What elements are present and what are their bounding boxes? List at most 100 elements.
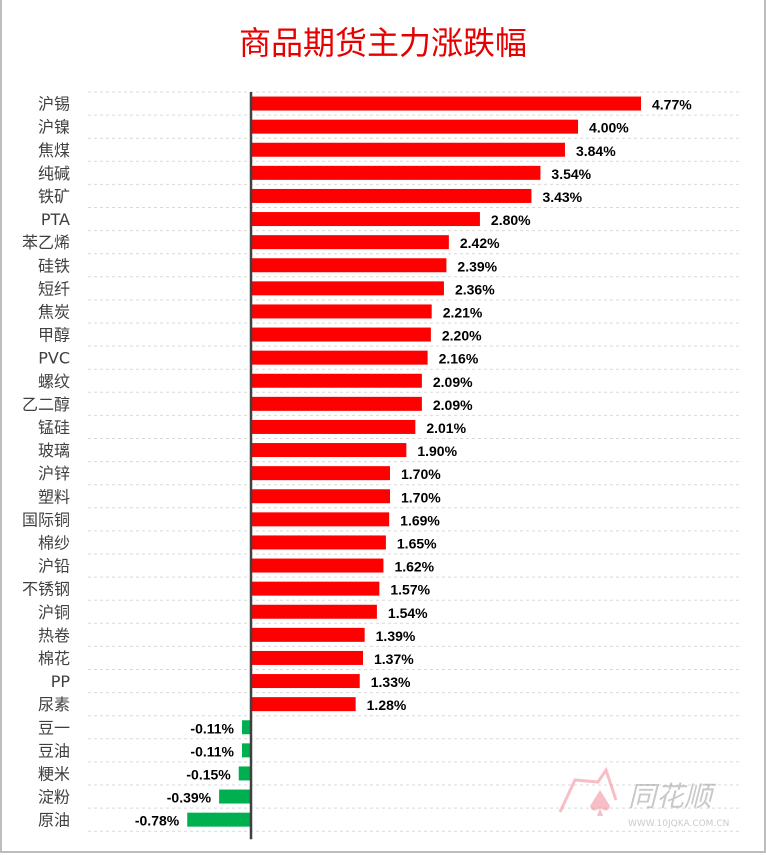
bar	[238, 766, 251, 781]
bar	[251, 558, 384, 573]
category-label: 尿素	[38, 695, 70, 714]
data-label: 3.54%	[551, 166, 591, 182]
category-label: 焦炭	[38, 302, 70, 321]
data-label: 4.00%	[589, 120, 629, 136]
watermark-url: WWW.10JQKA.COM.CN	[628, 819, 729, 829]
data-label: 2.36%	[455, 281, 495, 297]
category-label: 不锈钢	[22, 580, 70, 599]
category-label: 乙二醇	[22, 395, 70, 414]
bar	[242, 743, 251, 758]
bar	[251, 581, 380, 596]
bar	[251, 96, 641, 111]
data-label: 1.70%	[401, 466, 441, 482]
chart-title: 商品期货主力涨跌幅	[238, 24, 527, 62]
data-label: 1.90%	[417, 443, 457, 459]
data-label: -0.39%	[167, 790, 212, 806]
bar	[251, 396, 422, 411]
bar	[187, 812, 251, 827]
bar	[251, 281, 444, 296]
category-label: 沪锌	[38, 464, 70, 483]
category-label: 豆一	[38, 718, 70, 737]
data-label: -0.15%	[186, 766, 231, 782]
category-label: 焦煤	[38, 141, 70, 160]
bar	[251, 489, 390, 504]
watermark: 同花顺 WWW.10JQKA.COM.CN	[558, 766, 729, 829]
category-label: 沪铜	[38, 603, 70, 622]
category-label: 玻璃	[38, 441, 70, 460]
watermark-brand: 同花顺	[628, 780, 717, 813]
watermark-spade-icon	[590, 790, 610, 816]
bar	[219, 789, 251, 804]
category-label: 淀粉	[38, 788, 70, 807]
data-label: 1.54%	[388, 605, 428, 621]
category-label: 苯乙烯	[22, 233, 70, 252]
category-label: 豆油	[38, 741, 70, 760]
category-label: 国际铜	[22, 510, 70, 529]
data-label: 3.43%	[542, 189, 582, 205]
category-label: 棉纱	[38, 533, 70, 552]
category-label: 原油	[38, 811, 70, 830]
data-label: 1.28%	[367, 697, 407, 713]
data-label: -0.11%	[190, 720, 234, 736]
data-label: -0.78%	[135, 813, 180, 829]
bar	[251, 674, 360, 689]
data-label: 2.42%	[460, 235, 500, 251]
bar	[251, 697, 356, 712]
bar	[251, 212, 480, 227]
data-label: 1.57%	[390, 582, 430, 598]
bar	[251, 535, 386, 550]
category-label: 棉花	[38, 649, 70, 668]
data-label: 1.62%	[394, 559, 434, 575]
category-label: 沪铅	[38, 557, 70, 576]
category-label: 锰硅	[38, 418, 70, 437]
bar	[251, 142, 565, 157]
data-label: 2.21%	[443, 304, 483, 320]
bar	[251, 165, 541, 180]
bar	[251, 512, 390, 527]
data-label: 1.70%	[401, 489, 441, 505]
bar	[251, 419, 416, 434]
bar	[251, 604, 377, 619]
data-label: 2.09%	[433, 397, 473, 413]
bar	[251, 443, 407, 458]
data-label: 4.77%	[652, 97, 692, 113]
data-label: -0.11%	[190, 743, 234, 759]
category-label: 纯碱	[38, 164, 70, 183]
watermark-cards-icon	[558, 766, 618, 813]
data-label: 2.80%	[491, 212, 531, 228]
bar	[251, 304, 432, 319]
bar	[251, 258, 447, 273]
category-label: 硅铁	[38, 256, 70, 275]
category-label: PTA	[41, 210, 70, 229]
data-label: 3.84%	[576, 143, 616, 159]
data-label: 2.20%	[442, 328, 482, 344]
bar	[251, 119, 579, 134]
category-label: 短纤	[38, 279, 70, 298]
data-label: 1.69%	[400, 512, 440, 528]
category-label: 铁矿	[38, 187, 70, 206]
category-label: PVC	[38, 349, 70, 368]
data-label: 2.16%	[439, 351, 479, 367]
bar	[251, 627, 365, 642]
category-label: 粳米	[38, 764, 70, 783]
data-label: 2.09%	[433, 374, 473, 390]
data-label: 1.33%	[371, 674, 411, 690]
category-label: 沪镍	[38, 118, 70, 137]
bar	[251, 235, 449, 250]
category-label: 螺纹	[38, 372, 70, 391]
bar	[242, 720, 251, 735]
bar	[251, 466, 390, 481]
category-label: 塑料	[38, 487, 70, 506]
data-label: 1.37%	[374, 651, 414, 667]
bar	[251, 188, 532, 203]
data-label: 2.39%	[457, 258, 497, 274]
category-label: 沪锡	[38, 95, 70, 114]
bar	[251, 350, 428, 365]
category-label: 甲醇	[38, 326, 70, 345]
category-label: PP	[51, 672, 71, 691]
bar	[251, 373, 422, 388]
category-label: 热卷	[38, 626, 70, 645]
bar	[251, 650, 364, 665]
